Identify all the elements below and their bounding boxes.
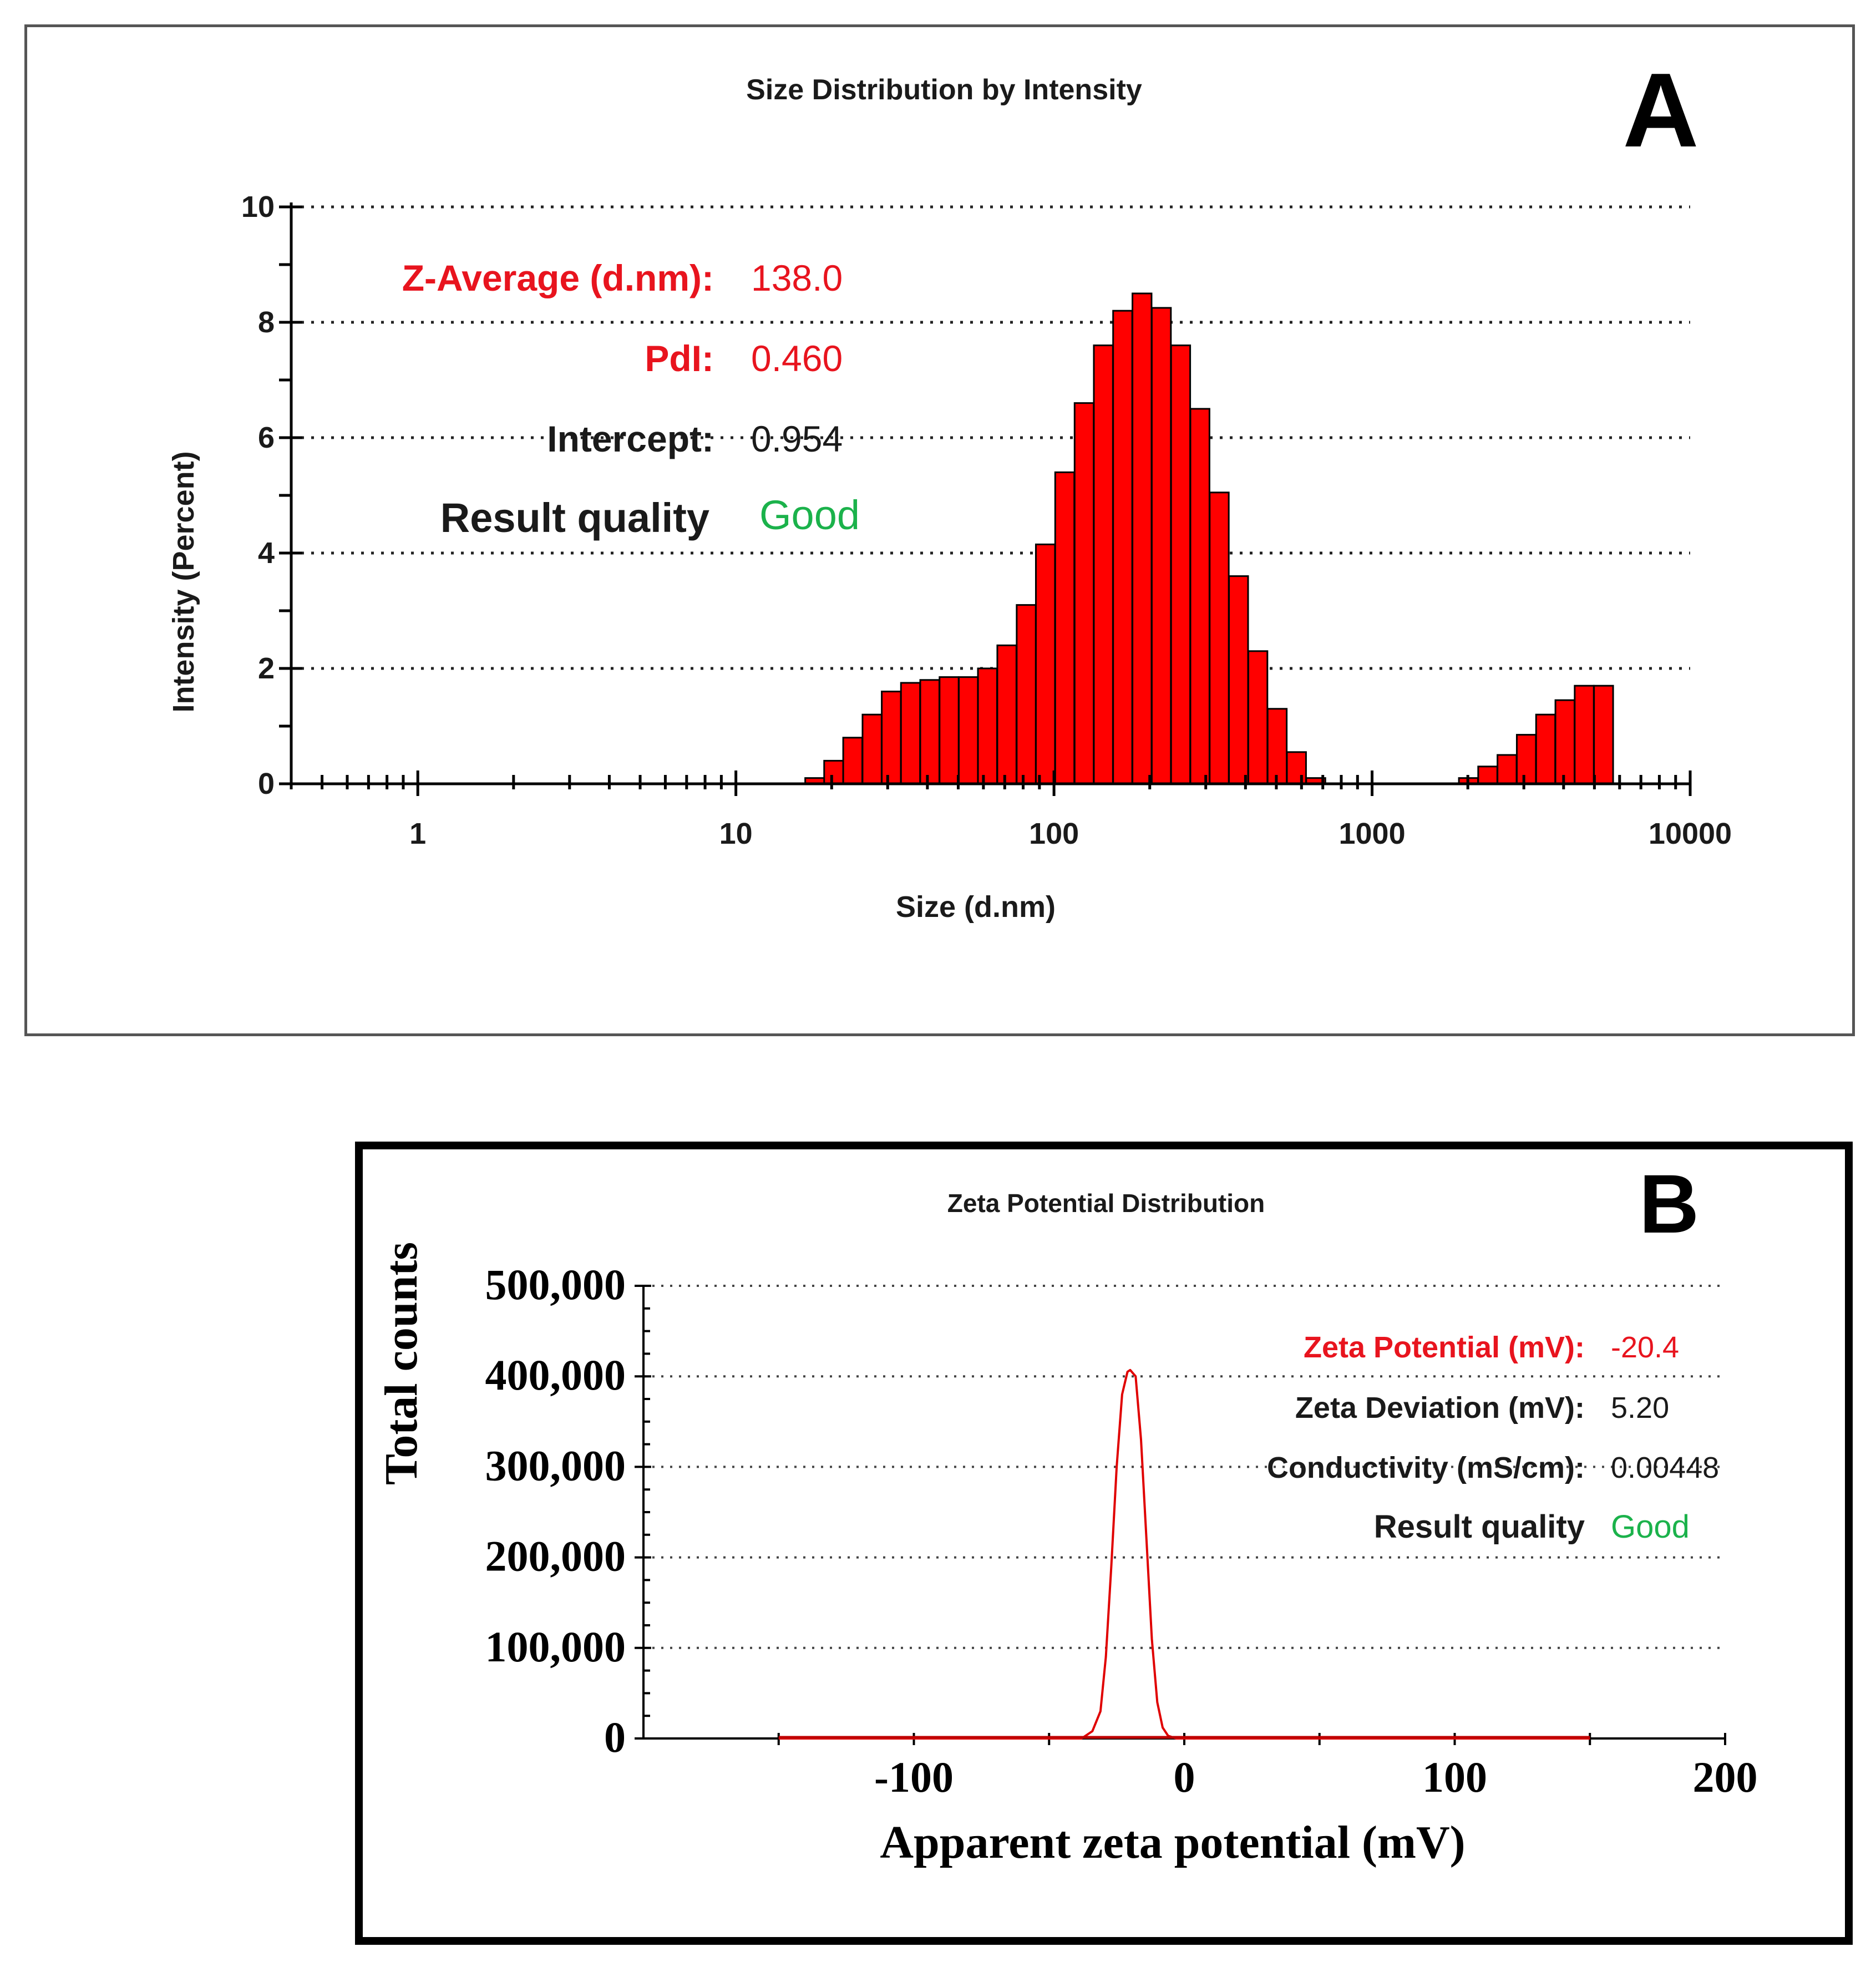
zeta-deviation-value: 5.20 xyxy=(1611,1391,1669,1424)
y-tick-label: 2 xyxy=(258,652,275,685)
y-tick-label: 6 xyxy=(258,421,275,454)
result-quality-label: Result quality xyxy=(440,495,709,541)
intercept-value: 0.954 xyxy=(751,418,843,459)
histogram-bar xyxy=(1112,310,1133,785)
histogram-bar xyxy=(919,679,940,785)
conductivity-label: Conductivity (mS/cm): xyxy=(1267,1451,1585,1484)
y-axis-title: Total counts xyxy=(376,1242,427,1485)
histogram-bar xyxy=(1054,471,1076,785)
x-axis-title: Apparent zeta potential (mV) xyxy=(880,1817,1465,1868)
histogram-bar xyxy=(1073,402,1095,785)
histogram-bar xyxy=(1150,307,1172,785)
y-axis-title: Intensity (Percent) xyxy=(167,451,200,712)
histogram-bar xyxy=(900,682,921,785)
histogram-bar xyxy=(1189,408,1210,785)
panel-letter: B xyxy=(1639,1157,1699,1250)
result-quality-value: Good xyxy=(759,492,860,538)
histogram-bar xyxy=(977,667,998,785)
histogram-bar xyxy=(1593,685,1614,785)
histogram-bar xyxy=(823,759,844,785)
x-tick-label: 0 xyxy=(1174,1753,1195,1801)
pdi-value: 0.460 xyxy=(751,338,843,379)
x-tick-label: 200 xyxy=(1693,1753,1758,1801)
histogram-bar xyxy=(1497,754,1518,785)
x-tick-label: 1 xyxy=(409,817,426,850)
results-annotations: Zeta Potential (mV): -20.4 Zeta Deviatio… xyxy=(1267,1331,1719,1545)
histogram-bar xyxy=(1477,765,1498,785)
z-average-label: Z-Average (d.nm): xyxy=(402,257,714,298)
histogram-bar xyxy=(1515,734,1537,785)
histogram-bar xyxy=(996,644,1017,785)
histogram-bar xyxy=(881,691,902,785)
y-tick-label: 300,000 xyxy=(485,1441,626,1489)
histogram-bar xyxy=(1093,344,1114,785)
histogram-bar xyxy=(1535,713,1556,785)
histogram-bar xyxy=(1170,344,1191,785)
z-average-value: 138.0 xyxy=(751,257,843,298)
x-tick-label: -100 xyxy=(874,1753,954,1801)
histogram-bar xyxy=(1132,292,1153,785)
zeta-potential-label: Zeta Potential (mV): xyxy=(1304,1331,1585,1364)
x-tick-label: 1000 xyxy=(1338,817,1405,850)
y-tick-label: 200,000 xyxy=(485,1532,626,1580)
histogram-bar xyxy=(1247,650,1269,785)
histogram-bar xyxy=(1574,685,1595,785)
panel-a: Size Distribution by Intensity A 0 2 4 6 8 10… xyxy=(24,24,1855,1036)
bars xyxy=(804,292,1614,785)
x-tick-label: 10000 xyxy=(1649,817,1732,850)
intercept-label: Intercept: xyxy=(547,418,714,459)
results-annotations: Z-Average (d.nm): 138.0 PdI: 0.460 Inter… xyxy=(402,257,860,541)
result-quality-value: Good xyxy=(1611,1509,1690,1545)
chart-title: Size Distribution by Intensity xyxy=(746,74,1142,106)
histogram-bar xyxy=(1209,491,1230,785)
y-tick-label: 4 xyxy=(258,536,275,570)
distribution-line xyxy=(778,1368,1590,1740)
y-tick-label: 400,000 xyxy=(485,1351,626,1399)
histogram-bar xyxy=(958,676,979,785)
histogram-bar xyxy=(842,737,864,785)
conductivity-value: 0.00448 xyxy=(1611,1451,1719,1484)
axes: 0 2 4 6 8 10 1 10 100 1000 10000 xyxy=(241,190,1732,850)
x-tick-label: 100 xyxy=(1422,1753,1487,1801)
x-axis-title: Size (d.nm) xyxy=(896,890,1056,924)
histogram-bar xyxy=(1554,699,1575,785)
result-quality-label: Result quality xyxy=(1374,1509,1585,1545)
y-tick-label: 0 xyxy=(604,1713,626,1761)
histogram-bar xyxy=(861,713,883,785)
histogram-bar xyxy=(1266,708,1288,785)
y-tick-label: 100,000 xyxy=(485,1623,626,1671)
histogram-bar xyxy=(1228,575,1249,785)
zeta-distribution-line xyxy=(778,1368,1590,1740)
panel-letter: A xyxy=(1623,52,1698,169)
histogram-bar xyxy=(939,676,960,785)
x-tick-label: 10 xyxy=(719,817,753,850)
histogram-bar xyxy=(1035,543,1056,785)
zeta-deviation-label: Zeta Deviation (mV): xyxy=(1295,1391,1585,1424)
zeta-potential-chart: Zeta Potential Distribution B 0 100,000 20… xyxy=(376,1157,1758,1868)
chart-title: Zeta Potential Distribution xyxy=(947,1189,1265,1218)
x-tick-label: 100 xyxy=(1029,817,1079,850)
y-tick-label: 0 xyxy=(258,767,275,800)
panel-b: Zeta Potential Distribution B 0 100,000 20… xyxy=(355,1142,1853,1945)
y-tick-label: 10 xyxy=(241,190,275,224)
histogram-bar xyxy=(1286,751,1307,785)
histogram-bar xyxy=(1016,604,1037,785)
size-distribution-chart: Size Distribution by Intensity A 0246810… xyxy=(167,52,1732,924)
y-tick-label: 8 xyxy=(258,306,275,339)
axes: 0 100,000 200,000 300,000 400,000 500,000 -100… xyxy=(485,1260,1758,1801)
y-tick-label: 500,000 xyxy=(485,1260,626,1309)
zeta-potential-value: -20.4 xyxy=(1611,1331,1679,1364)
pdi-label: PdI: xyxy=(645,338,714,379)
